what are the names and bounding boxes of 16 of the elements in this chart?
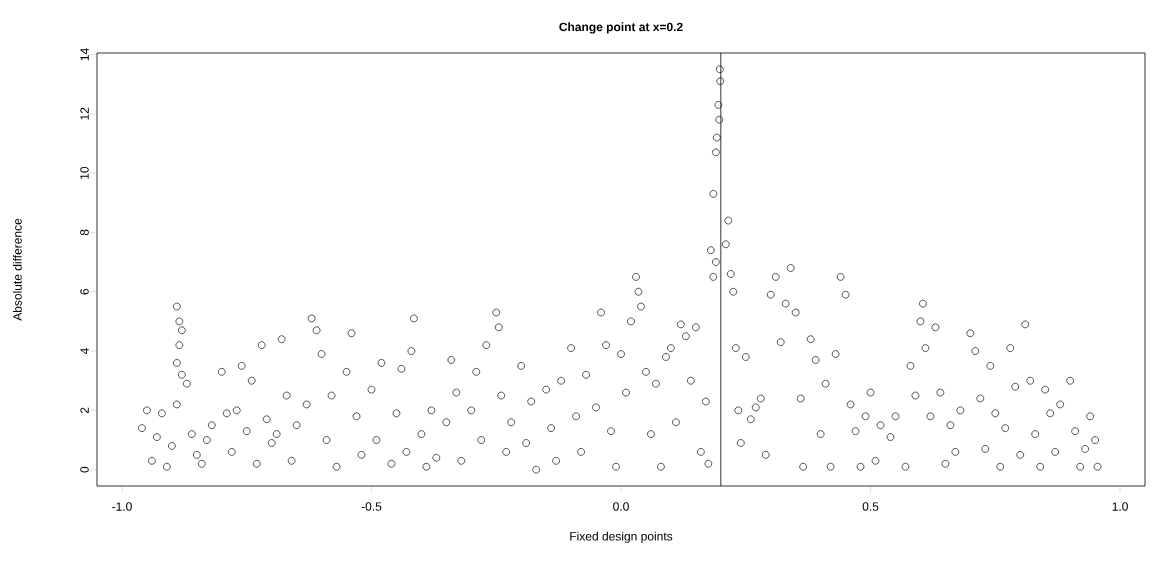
x-tick-label: -0.5 [361, 502, 382, 511]
y-tick-label: 6 [80, 288, 89, 295]
x-tick-label: 0.5 [862, 502, 879, 511]
x-tick-label: 1.0 [1112, 502, 1128, 511]
x-tick-label: 0.0 [613, 502, 629, 511]
chart-title: Change point at x=0.2 [559, 22, 683, 34]
y-tick-label: 4 [80, 348, 89, 355]
x-axis-title: Fixed design points [570, 531, 673, 543]
x-tick-label: -1.0 [112, 502, 132, 511]
y-tick-label: 2 [80, 407, 89, 414]
y-tick-label: 10 [80, 166, 89, 179]
y-axis-title: Absolute difference [12, 218, 22, 321]
y-tick-label: 8 [80, 229, 89, 236]
y-tick-label: 14 [80, 48, 89, 61]
y-tick-label: 12 [80, 107, 89, 120]
y-tick-label: 0 [80, 466, 89, 473]
